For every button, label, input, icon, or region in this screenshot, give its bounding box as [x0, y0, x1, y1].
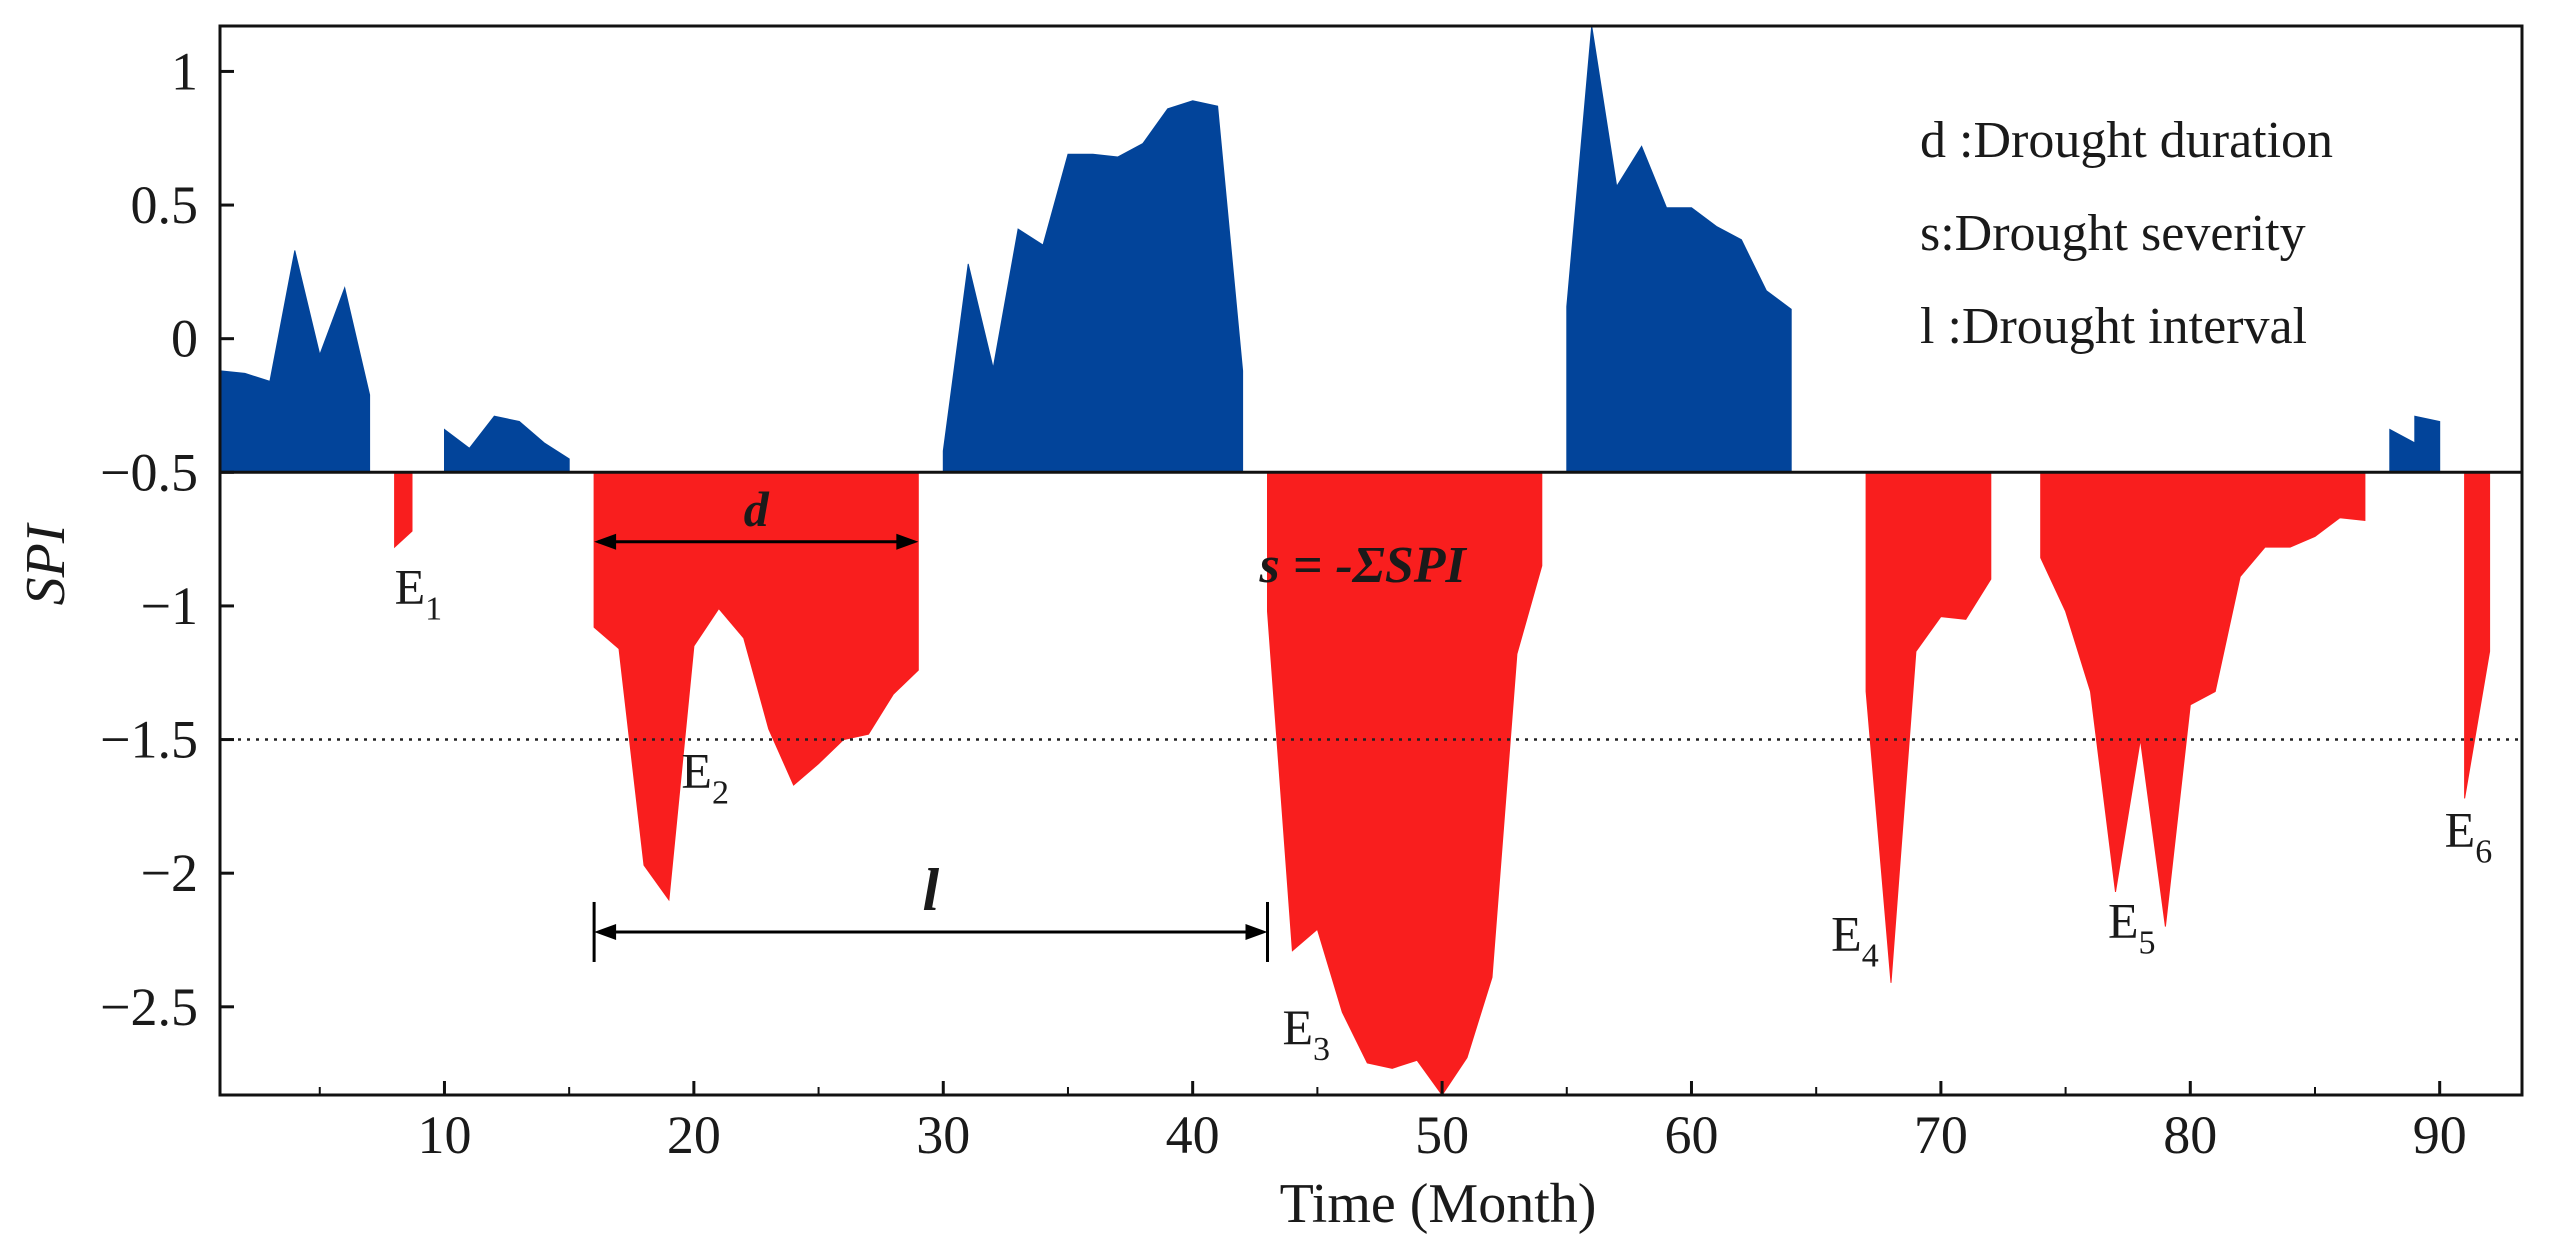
- duration-arrow-head-left: [594, 533, 617, 550]
- x-tick-label: 60: [1664, 1105, 1718, 1165]
- y-tick-label: −0.5: [100, 442, 198, 502]
- x-tick-label: 80: [2163, 1105, 2217, 1165]
- event-label-subscript: 1: [425, 590, 442, 627]
- x-tick-label: 40: [1166, 1105, 1220, 1165]
- severity-annotation-label: s = -ΣSPI: [1258, 537, 1467, 594]
- y-axis-title: SPI: [15, 522, 77, 605]
- y-tick-label: −1: [141, 576, 198, 636]
- reference-lines: [220, 470, 2522, 741]
- x-tick-label: 30: [916, 1105, 970, 1165]
- event-label-subscript: 3: [1313, 1031, 1330, 1068]
- wet-series: [219, 25, 2441, 473]
- event-label-1: E1: [395, 558, 443, 627]
- event-label-base: E: [1831, 906, 1862, 962]
- legend-item-interval: l :Drought interval: [1920, 298, 2307, 355]
- plot-frame: [218, 24, 2524, 1097]
- event-label-2: E2: [681, 743, 729, 812]
- y-tick-label: 0: [171, 309, 198, 369]
- x-tick-label: 50: [1415, 1105, 1469, 1165]
- legend-item-duration: d :Drought duration: [1920, 112, 2333, 169]
- event-label-base: E: [1282, 999, 1313, 1055]
- x-tick-label: 70: [1914, 1105, 1968, 1165]
- duration-annotation-label: d: [744, 481, 770, 537]
- x-tick-label: 20: [667, 1105, 721, 1165]
- x-axis-title: Time (Month): [1280, 1173, 1597, 1235]
- legend-item-severity: s:Drought severity: [1920, 205, 2306, 262]
- x-tick-label: 90: [2413, 1105, 2467, 1165]
- event-label-base: E: [2108, 892, 2139, 948]
- duration-arrow: [594, 533, 919, 550]
- wet-area-5: [2389, 415, 2441, 473]
- dry-area-2: [593, 471, 919, 902]
- y-tick-label: −2: [141, 843, 198, 903]
- y-tick-label: 0.5: [131, 175, 199, 235]
- event-label-base: E: [681, 743, 712, 799]
- event-label-5: E5: [2108, 892, 2156, 961]
- wet-area-1: [219, 250, 371, 473]
- dry-series: [394, 471, 2491, 1096]
- dry-area-4: [1865, 471, 1992, 983]
- event-label-subscript: 4: [1862, 938, 1879, 975]
- event-label-6: E6: [2445, 801, 2493, 870]
- dry-area-1: [394, 471, 413, 549]
- annotations: d l s = -ΣSPI: [592, 481, 1468, 962]
- interval-arrow-head-right: [1245, 923, 1268, 940]
- y-tick-label: 1: [171, 41, 198, 101]
- duration-arrow-head-right: [896, 533, 919, 550]
- event-label-base: E: [2445, 801, 2476, 857]
- interval-annotation-label: l: [922, 857, 939, 923]
- x-tick-label: 10: [417, 1105, 471, 1165]
- event-label-3: E3: [1282, 999, 1330, 1068]
- event-label-4: E4: [1831, 906, 1879, 975]
- legend: d :Drought duration s:Drought severity l…: [1920, 112, 2333, 355]
- y-tick-label: −2.5: [100, 977, 198, 1037]
- wet-area-4: [1566, 25, 1792, 473]
- wet-area-3: [942, 100, 1244, 473]
- event-label-subscript: 2: [712, 775, 729, 812]
- event-label-subscript: 6: [2475, 833, 2492, 870]
- wet-area-2: [444, 415, 570, 473]
- interval-arrow: [592, 901, 1269, 962]
- dry-area-6: [2464, 471, 2491, 799]
- interval-arrow-head-left: [594, 923, 617, 940]
- y-tick-label: −1.5: [100, 710, 198, 770]
- event-label-subscript: 5: [2139, 924, 2156, 961]
- dry-area-5: [2040, 471, 2366, 927]
- dry-area-3: [1267, 471, 1543, 1096]
- event-label-base: E: [395, 558, 426, 614]
- axes: 10 20 30 40 50 60 70 80 90 1 0.5 0 −0.5 −1 −1.5 −2 −2.5: [100, 24, 2524, 1165]
